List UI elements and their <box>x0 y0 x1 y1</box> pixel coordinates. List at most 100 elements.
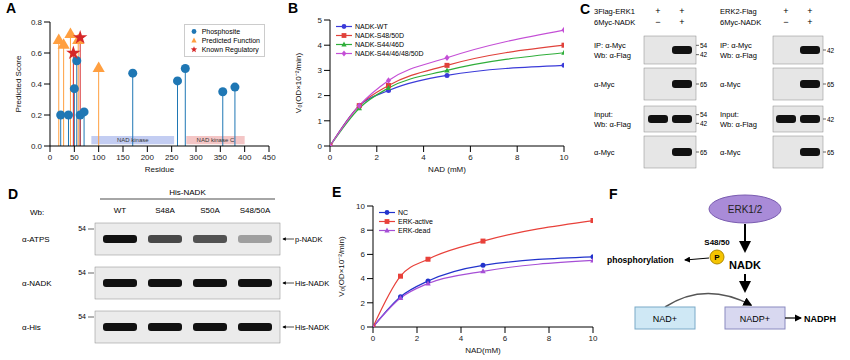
svg-text:P: P <box>714 253 720 262</box>
svg-text:α-Myc: α-Myc <box>720 148 741 157</box>
svg-text:α-NADK: α-NADK <box>22 279 52 288</box>
svg-text:2: 2 <box>375 153 380 162</box>
svg-text:0: 0 <box>371 334 376 343</box>
svg-text:3Flag-ERK1: 3Flag-ERK1 <box>594 7 635 16</box>
svg-text:+: + <box>807 17 812 27</box>
svg-text:4: 4 <box>361 274 366 283</box>
svg-text:0: 0 <box>361 323 366 332</box>
svg-text:Wb: α-Flag: Wb: α-Flag <box>720 120 757 129</box>
svg-text:0.8: 0.8 <box>31 18 43 27</box>
svg-text:D: D <box>8 186 18 202</box>
svg-text:S48/50A: S48/50A <box>240 206 271 215</box>
svg-text:+: + <box>679 17 684 27</box>
svg-text:His-NADK: His-NADK <box>295 279 329 288</box>
svg-text:V₀(OD×10⁻²/min): V₀(OD×10⁻²/min) <box>294 53 303 114</box>
svg-text:5: 5 <box>318 16 323 25</box>
svg-text:6: 6 <box>468 153 473 162</box>
svg-text:NADPH: NADPH <box>804 314 836 324</box>
svg-text:α-ATPS: α-ATPS <box>22 235 50 244</box>
svg-text:+: + <box>655 6 660 16</box>
svg-text:54: 54 <box>78 225 86 232</box>
svg-text:His-NADK: His-NADK <box>295 323 329 332</box>
svg-text:50: 50 <box>70 153 79 162</box>
svg-text:150: 150 <box>116 153 130 162</box>
svg-text:ERK1/2: ERK1/2 <box>728 204 763 215</box>
svg-text:WT: WT <box>114 206 127 215</box>
svg-text:10: 10 <box>356 202 365 211</box>
svg-text:C: C <box>580 1 590 17</box>
svg-text:Residue: Residue <box>145 165 175 174</box>
svg-text:6Myc-NADK: 6Myc-NADK <box>594 18 635 27</box>
svg-text:ERK2-Flag: ERK2-Flag <box>720 7 757 16</box>
svg-text:6: 6 <box>361 250 366 259</box>
svg-text:65: 65 <box>700 149 708 156</box>
svg-text:Wb: α-Flag: Wb: α-Flag <box>594 51 631 60</box>
svg-text:V₀(OD×10⁻²/min): V₀(OD×10⁻²/min) <box>337 236 346 297</box>
svg-text:S48/50: S48/50 <box>704 238 730 247</box>
svg-text:Wb: α-Flag: Wb: α-Flag <box>720 51 757 60</box>
svg-text:NADK: NADK <box>729 259 761 271</box>
svg-text:His-NADK: His-NADK <box>169 188 206 197</box>
svg-text:0: 0 <box>48 153 53 162</box>
svg-text:6Myc-NADK: 6Myc-NADK <box>720 18 761 27</box>
svg-text:2: 2 <box>361 299 366 308</box>
svg-text:NAD(mM): NAD(mM) <box>465 346 501 355</box>
svg-text:42: 42 <box>700 120 708 127</box>
svg-text:10: 10 <box>560 153 569 162</box>
svg-text:42: 42 <box>827 47 835 54</box>
svg-text:54: 54 <box>78 313 86 320</box>
svg-text:42: 42 <box>700 51 708 58</box>
svg-text:S48A: S48A <box>155 206 175 215</box>
svg-text:200: 200 <box>141 153 155 162</box>
svg-text:400: 400 <box>238 153 252 162</box>
svg-text:+: + <box>807 6 812 16</box>
svg-text:+: + <box>783 6 788 16</box>
svg-text:α-Myc: α-Myc <box>720 80 741 89</box>
svg-text:0.4: 0.4 <box>31 80 43 89</box>
svg-text:F: F <box>609 186 618 202</box>
svg-text:IP: α-Myc: IP: α-Myc <box>594 41 626 50</box>
svg-text:4: 4 <box>421 153 426 162</box>
svg-text:+: + <box>679 6 684 16</box>
svg-text:Wb:: Wb: <box>30 208 44 217</box>
svg-text:8: 8 <box>361 226 366 235</box>
svg-text:S50A: S50A <box>200 206 220 215</box>
svg-text:450: 450 <box>262 153 276 162</box>
svg-text:2: 2 <box>415 334 420 343</box>
svg-text:0.6: 0.6 <box>31 49 43 58</box>
svg-text:65: 65 <box>827 149 835 156</box>
svg-text:phosphorylation: phosphorylation <box>607 255 674 265</box>
svg-text:−: − <box>783 17 788 27</box>
svg-text:0: 0 <box>328 153 333 162</box>
svg-text:4: 4 <box>459 334 464 343</box>
svg-text:250: 250 <box>165 153 179 162</box>
svg-text:0: 0 <box>318 142 323 151</box>
svg-text:10: 10 <box>589 334 598 343</box>
svg-text:1: 1 <box>318 117 323 126</box>
svg-text:Wb: α-Flag: Wb: α-Flag <box>594 120 631 129</box>
svg-text:3: 3 <box>318 66 323 75</box>
svg-text:−: − <box>655 17 660 27</box>
svg-text:42: 42 <box>827 116 835 123</box>
svg-text:NAD+: NAD+ <box>653 314 677 324</box>
svg-text:100: 100 <box>92 153 106 162</box>
svg-text:54: 54 <box>700 42 708 49</box>
svg-text:65: 65 <box>827 81 835 88</box>
svg-text:2: 2 <box>318 91 323 100</box>
svg-text:0.2: 0.2 <box>31 111 43 120</box>
svg-text:65: 65 <box>700 81 708 88</box>
svg-text:54: 54 <box>700 111 708 118</box>
svg-text:8: 8 <box>547 334 552 343</box>
svg-text:8: 8 <box>515 153 520 162</box>
svg-text:0.0: 0.0 <box>31 142 43 151</box>
svg-text:α-His: α-His <box>22 323 41 332</box>
svg-text:NAD (mM): NAD (mM) <box>428 165 466 174</box>
svg-text:IP: α-Myc: IP: α-Myc <box>720 41 752 50</box>
svg-text:Input:: Input: <box>594 110 613 119</box>
svg-text:NAD kinase C: NAD kinase C <box>197 137 235 143</box>
svg-text:NAD kinase: NAD kinase <box>117 137 149 143</box>
svg-text:p-NADK: p-NADK <box>295 235 323 244</box>
svg-text:Predicted Score: Predicted Score <box>14 55 23 112</box>
svg-text:4: 4 <box>318 41 323 50</box>
svg-text:α-Myc: α-Myc <box>594 80 615 89</box>
